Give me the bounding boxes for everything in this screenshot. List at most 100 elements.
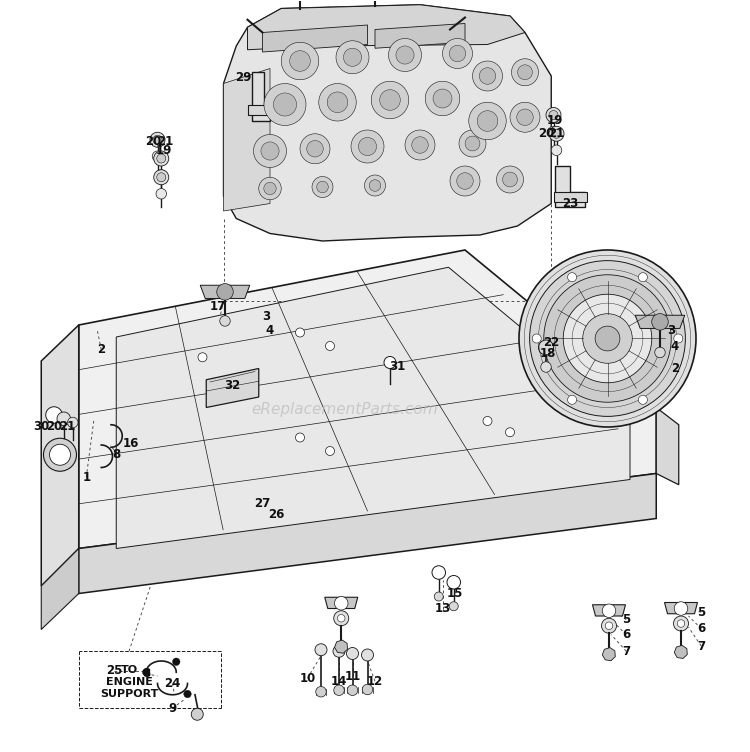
Polygon shape (554, 193, 586, 202)
Circle shape (602, 604, 616, 617)
Circle shape (530, 261, 686, 417)
Circle shape (290, 50, 310, 71)
Circle shape (326, 447, 334, 456)
Circle shape (152, 151, 163, 162)
Circle shape (369, 180, 381, 191)
Circle shape (532, 334, 542, 343)
Circle shape (264, 182, 276, 195)
Circle shape (316, 181, 328, 193)
Circle shape (50, 444, 70, 465)
Polygon shape (41, 325, 79, 586)
Text: 16: 16 (123, 437, 140, 450)
Circle shape (605, 622, 613, 629)
Text: 14: 14 (331, 675, 347, 688)
Circle shape (259, 177, 281, 200)
Polygon shape (79, 250, 656, 548)
Text: 26: 26 (268, 508, 284, 521)
Circle shape (264, 83, 306, 126)
Circle shape (338, 614, 345, 622)
Polygon shape (375, 23, 465, 48)
Text: 32: 32 (224, 379, 241, 393)
Text: 7: 7 (698, 639, 705, 653)
Circle shape (300, 134, 330, 164)
Circle shape (334, 685, 344, 696)
Polygon shape (248, 5, 525, 50)
Text: 19: 19 (547, 114, 563, 128)
Polygon shape (674, 645, 687, 659)
Circle shape (68, 417, 78, 428)
Circle shape (538, 340, 554, 355)
Circle shape (512, 59, 538, 86)
Text: 3: 3 (668, 325, 675, 338)
Circle shape (541, 362, 551, 372)
Circle shape (344, 48, 362, 66)
Circle shape (364, 175, 386, 196)
Circle shape (442, 38, 472, 68)
Circle shape (57, 412, 70, 426)
Circle shape (220, 316, 230, 326)
Text: 11: 11 (344, 669, 361, 683)
Circle shape (459, 130, 486, 157)
Text: 3: 3 (262, 310, 270, 323)
Circle shape (184, 690, 191, 698)
Polygon shape (635, 315, 685, 329)
Circle shape (46, 407, 62, 423)
Text: 2: 2 (98, 343, 105, 356)
Text: 13: 13 (434, 602, 451, 615)
Circle shape (362, 649, 374, 661)
Text: 27: 27 (254, 497, 271, 510)
Circle shape (568, 273, 577, 282)
Text: 31: 31 (389, 359, 406, 373)
Circle shape (191, 708, 203, 720)
Text: 24: 24 (164, 677, 181, 690)
Circle shape (638, 273, 647, 282)
Circle shape (316, 687, 326, 697)
Text: 21: 21 (157, 135, 173, 147)
Text: 22: 22 (543, 335, 560, 349)
Circle shape (396, 46, 414, 64)
Circle shape (388, 38, 422, 71)
Circle shape (296, 433, 304, 442)
Circle shape (674, 616, 688, 631)
Text: 5: 5 (622, 613, 630, 626)
Circle shape (595, 326, 620, 351)
Circle shape (583, 314, 632, 363)
Circle shape (518, 65, 532, 80)
Polygon shape (200, 285, 250, 299)
Text: eReplacementParts.com: eReplacementParts.com (252, 402, 438, 417)
Circle shape (44, 438, 76, 472)
Circle shape (457, 173, 473, 190)
Circle shape (449, 602, 458, 611)
Circle shape (156, 189, 166, 199)
Circle shape (477, 111, 498, 132)
Text: 1: 1 (82, 471, 90, 484)
Text: 17: 17 (209, 301, 226, 314)
Circle shape (333, 645, 345, 657)
Circle shape (674, 334, 682, 343)
Circle shape (568, 396, 577, 405)
Circle shape (506, 428, 515, 437)
Circle shape (549, 111, 558, 120)
Polygon shape (79, 474, 656, 593)
Polygon shape (602, 647, 615, 661)
Polygon shape (592, 605, 626, 616)
Text: 21: 21 (59, 420, 76, 433)
Circle shape (434, 592, 443, 601)
Circle shape (347, 685, 358, 696)
Text: 5: 5 (698, 606, 705, 619)
Circle shape (371, 81, 409, 119)
Circle shape (472, 61, 502, 91)
Text: 21: 21 (548, 127, 565, 141)
Text: 7: 7 (622, 644, 630, 658)
Circle shape (334, 596, 348, 610)
Text: 8: 8 (112, 448, 120, 461)
Circle shape (552, 129, 561, 138)
Circle shape (351, 130, 384, 163)
Polygon shape (334, 640, 347, 653)
Text: 19: 19 (155, 144, 172, 157)
Text: 6: 6 (622, 628, 630, 641)
Text: 20: 20 (538, 127, 554, 141)
Circle shape (433, 89, 452, 108)
Circle shape (655, 347, 665, 358)
Polygon shape (664, 602, 698, 614)
